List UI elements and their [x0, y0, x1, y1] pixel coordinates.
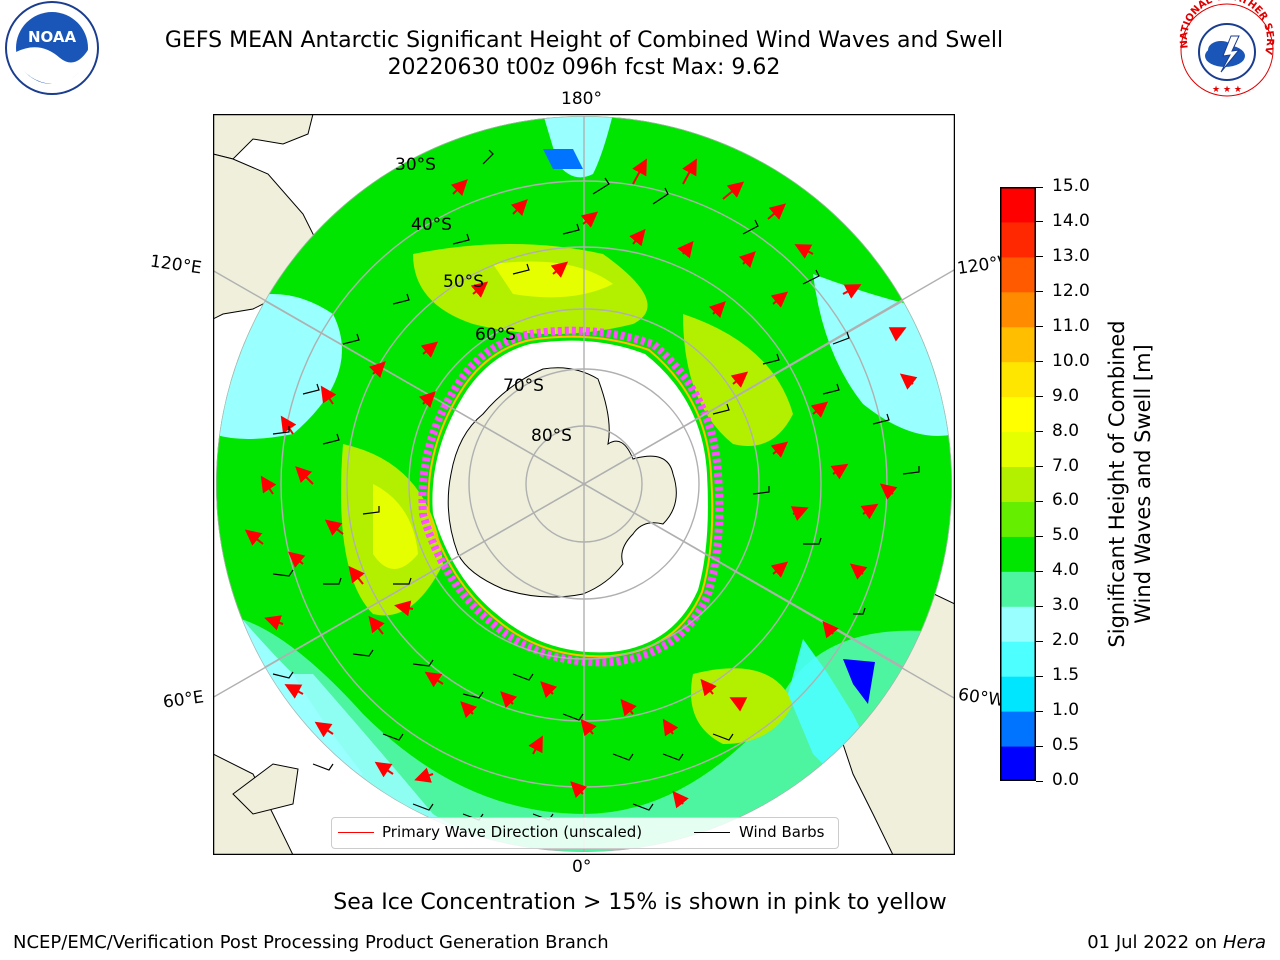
colorbar-tick-label: 0.5	[1052, 735, 1080, 756]
colorbar-tick	[1036, 431, 1043, 433]
colorbar-segment	[1000, 187, 1036, 223]
colorbar-tick-label: 11.0	[1052, 315, 1090, 336]
colorbar-tick-label: 15.0	[1052, 176, 1090, 196]
colorbar-tick	[1036, 221, 1043, 223]
colorbar-tick	[1036, 535, 1043, 537]
lat-label-30: 30°S	[395, 155, 436, 175]
colorbar-tick-label: 14.0	[1052, 210, 1090, 231]
lat-label-70: 70°S	[503, 376, 544, 396]
legend-barb-label: Wind Barbs	[739, 823, 825, 841]
map-title: GEFS MEAN Antarctic Significant Height o…	[164, 28, 1004, 53]
colorbar-segment	[1000, 361, 1036, 398]
colorbar-tick-label: 5.0	[1052, 525, 1080, 546]
colorbar-segment	[1000, 571, 1036, 607]
footer-credit: NCEP/EMC/Verification Post Processing Pr…	[13, 932, 609, 953]
lon-label-60w: 60°W	[956, 684, 1007, 712]
colorbar-title-line1: Significant Height of Combined	[1105, 320, 1129, 648]
colorbar-segment	[1000, 396, 1036, 433]
lat-label-80: 80°S	[531, 426, 572, 446]
colorbar-tick	[1036, 780, 1043, 782]
lat-label-40: 40°S	[411, 215, 452, 235]
colorbar-segment	[1000, 291, 1036, 328]
sea-ice-edge-inner	[427, 335, 714, 658]
colorbar-tick-label: 1.0	[1052, 700, 1080, 721]
sea-ice-caption: Sea Ice Concentration > 15% is shown in …	[333, 890, 947, 915]
lon-label-0: 0°	[572, 857, 592, 877]
colorbar-tick-label: 4.0	[1052, 560, 1080, 581]
colorbar-tick	[1036, 675, 1043, 677]
colorbar-segment	[1000, 501, 1036, 537]
colorbar-tick	[1036, 186, 1043, 188]
colorbar-segment	[1000, 606, 1036, 642]
colorbar-segment	[1000, 466, 1036, 502]
lon-label-60e: 60°E	[161, 687, 206, 713]
colorbar-tick	[1036, 291, 1043, 293]
footer-date-text: 01 Jul 2022 on	[1087, 932, 1223, 953]
colorbar-tick-label: 12.0	[1052, 280, 1090, 301]
lat-label-60: 60°S	[475, 325, 516, 345]
colorbar-tick-label: 6.0	[1052, 490, 1080, 511]
colorbar-tick	[1036, 710, 1043, 712]
svg-text:★ ★ ★: ★ ★ ★	[1212, 85, 1242, 95]
noaa-logo: NOAA	[5, 1, 99, 95]
polar-map: 30°S 40°S 50°S 60°S 70°S 80°S	[213, 114, 955, 855]
colorbar-tick	[1036, 361, 1043, 363]
colorbar-tick-label: 13.0	[1052, 245, 1090, 266]
colorbar-segment	[1000, 256, 1036, 293]
noaa-logo-text: NOAA	[28, 28, 77, 46]
legend-wave-label: Primary Wave Direction (unscaled)	[382, 823, 643, 841]
colorbar-tick	[1036, 500, 1043, 502]
legend-wave-swatch	[338, 832, 374, 833]
colorbar-tick-label: 2.0	[1052, 630, 1080, 651]
colorbar-tick-label: 0.0	[1052, 770, 1080, 790]
colorbar-tick	[1036, 466, 1043, 468]
colorbar-segment	[1000, 711, 1036, 747]
sea-ice-edge	[418, 326, 724, 667]
antarctica-land	[447, 367, 677, 598]
wind-barbs	[272, 149, 920, 821]
map-subtitle: 20220630 t00z 096h fcst Max: 9.62	[387, 55, 781, 80]
footer-machine: Hera	[1222, 932, 1266, 953]
lon-label-120e: 120°E	[148, 251, 203, 279]
colorbar-tick-label: 8.0	[1052, 420, 1080, 441]
colorbar-segment	[1000, 221, 1036, 258]
madagascar-land	[232, 763, 299, 815]
nws-logo: NATIONAL WEATHER SERVICE ★ ★ ★	[1175, 0, 1275, 97]
colorbar-title-line2: Wind Waves and Swell [m]	[1131, 344, 1155, 624]
colorbar-tick-label: 7.0	[1052, 455, 1080, 476]
colorbar-tick	[1036, 640, 1043, 642]
colorbar-tick-label: 10.0	[1052, 350, 1090, 371]
colorbar-tick-label: 3.0	[1052, 595, 1080, 616]
colorbar-segment	[1000, 641, 1036, 677]
colorbar-tick	[1036, 745, 1043, 747]
colorbar-tick	[1036, 570, 1043, 572]
colorbar-tick	[1036, 256, 1043, 258]
colorbar-segment	[1000, 746, 1036, 781]
colorbar-segment	[1000, 676, 1036, 712]
colorbar-segment	[1000, 326, 1036, 363]
colorbar-tick	[1036, 326, 1043, 328]
footer-date: 01 Jul 2022 on Hera	[1087, 932, 1266, 953]
legend-barb-swatch	[694, 832, 730, 833]
colorbar	[1000, 187, 1036, 781]
colorbar-tick-label: 9.0	[1052, 385, 1080, 406]
colorbar-tick	[1036, 396, 1043, 398]
colorbar-tick	[1036, 605, 1043, 607]
colorbar-tick-label: 1.5	[1052, 665, 1080, 686]
wave-direction-arrows	[244, 158, 918, 809]
lon-label-180: 180°	[561, 89, 602, 109]
lat-label-50: 50°S	[443, 272, 484, 292]
colorbar-segment	[1000, 431, 1036, 468]
map-legend: Primary Wave Direction (unscaled) Wind B…	[331, 817, 839, 849]
colorbar-segment	[1000, 536, 1036, 572]
